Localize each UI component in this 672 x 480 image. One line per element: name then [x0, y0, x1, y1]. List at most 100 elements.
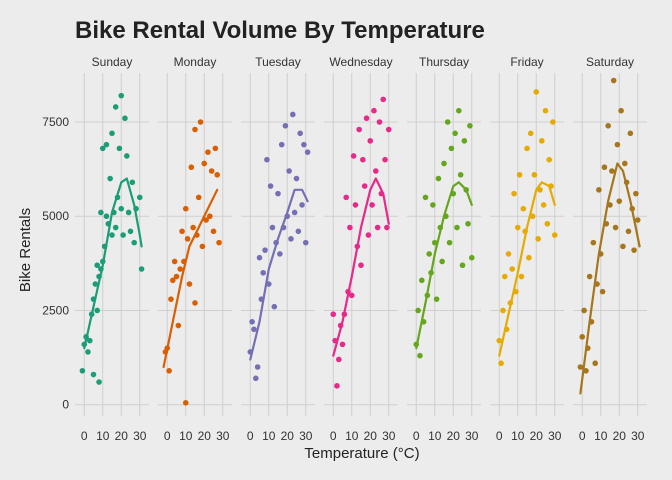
x-tick-label: 0: [81, 429, 88, 443]
fit-line: [579, 162, 641, 395]
data-point: [539, 138, 545, 144]
data-point: [203, 217, 209, 223]
panel-thursday: Thursday 0 10 20 30: [407, 55, 481, 443]
data-point: [454, 224, 460, 231]
data-point: [348, 292, 355, 299]
data-point: [253, 375, 259, 382]
data-point: [171, 258, 178, 265]
data-point: [184, 236, 191, 242]
data-point: [302, 239, 309, 246]
data-point: [216, 239, 222, 246]
data-point: [384, 224, 390, 231]
y-tick-label: 2500: [42, 303, 69, 317]
panel-monday: Monday 0 10 20 30: [158, 55, 232, 443]
data-point: [291, 209, 298, 216]
data-point: [502, 273, 508, 280]
data-point: [505, 251, 512, 257]
data-point: [109, 232, 115, 238]
data-point: [633, 190, 639, 197]
data-point: [430, 202, 436, 208]
data-point: [415, 307, 421, 314]
data-point: [103, 213, 110, 220]
data-point: [551, 232, 558, 238]
data-point: [299, 202, 305, 208]
data-point: [382, 156, 388, 163]
x-tick-label: 30: [299, 429, 313, 443]
data-point: [531, 171, 538, 178]
data-point: [358, 262, 364, 269]
data-point: [197, 119, 204, 125]
data-point: [278, 141, 285, 148]
x-tick-label: 20: [115, 429, 129, 443]
data-point: [112, 104, 119, 110]
data-point: [452, 130, 458, 137]
data-point: [350, 153, 357, 159]
data-point: [304, 149, 311, 155]
data-point: [363, 115, 370, 122]
data-point: [262, 247, 268, 253]
data-point: [136, 194, 143, 201]
data-point: [98, 209, 104, 216]
data-point: [179, 228, 185, 235]
panel-friday: Friday 0 10 20 30: [490, 55, 564, 443]
data-point: [288, 236, 294, 242]
data-point: [175, 322, 182, 329]
x-tick-label: 30: [216, 429, 230, 443]
chart-title: Bike Rental Volume By Temperature: [75, 17, 485, 44]
data-point: [422, 194, 429, 201]
data-point: [627, 130, 634, 137]
data-point: [254, 364, 261, 370]
x-axis-title: Temperature (°C): [304, 445, 419, 462]
data-point: [297, 130, 304, 137]
data-point: [609, 168, 615, 174]
data-point: [520, 205, 527, 212]
data-point: [96, 379, 102, 385]
fit-line: [83, 177, 143, 350]
data-point: [186, 281, 193, 287]
data-point: [535, 236, 541, 242]
data-point: [286, 168, 292, 174]
panel-background: [407, 73, 481, 416]
panel-background: [324, 73, 398, 416]
data-point: [336, 356, 342, 363]
x-tick-label: 20: [530, 429, 544, 443]
data-point: [90, 371, 97, 378]
data-point: [380, 96, 387, 103]
data-point: [352, 202, 359, 208]
fit-line: [498, 181, 556, 357]
data-point: [339, 341, 346, 348]
data-point: [277, 251, 283, 257]
data-point: [586, 273, 593, 280]
x-tick-label: 10: [594, 429, 608, 443]
data-point: [514, 224, 521, 231]
data-point: [190, 224, 196, 231]
data-point: [509, 266, 515, 272]
data-point: [419, 277, 425, 284]
x-tick-label: 0: [164, 429, 171, 443]
data-point: [417, 352, 423, 359]
data-point: [441, 160, 447, 167]
x-tick-label: 20: [198, 429, 212, 443]
data-point: [282, 122, 289, 129]
data-point: [275, 190, 281, 197]
data-point: [122, 115, 128, 122]
data-point: [166, 367, 172, 374]
data-point: [360, 156, 366, 163]
data-point: [461, 138, 468, 144]
data-point: [516, 171, 523, 178]
data-point: [446, 239, 453, 246]
data-point: [459, 262, 466, 269]
strip-label: Sunday: [92, 55, 133, 69]
data-point: [527, 130, 534, 137]
data-point: [498, 360, 504, 367]
data-point: [173, 273, 180, 280]
data-point: [112, 224, 119, 231]
data-point: [367, 138, 374, 144]
data-point: [269, 224, 276, 231]
data-point: [356, 126, 362, 133]
data-point: [94, 262, 100, 269]
data-point: [347, 224, 353, 231]
strip-label: Friday: [510, 55, 543, 69]
data-point: [376, 119, 383, 125]
